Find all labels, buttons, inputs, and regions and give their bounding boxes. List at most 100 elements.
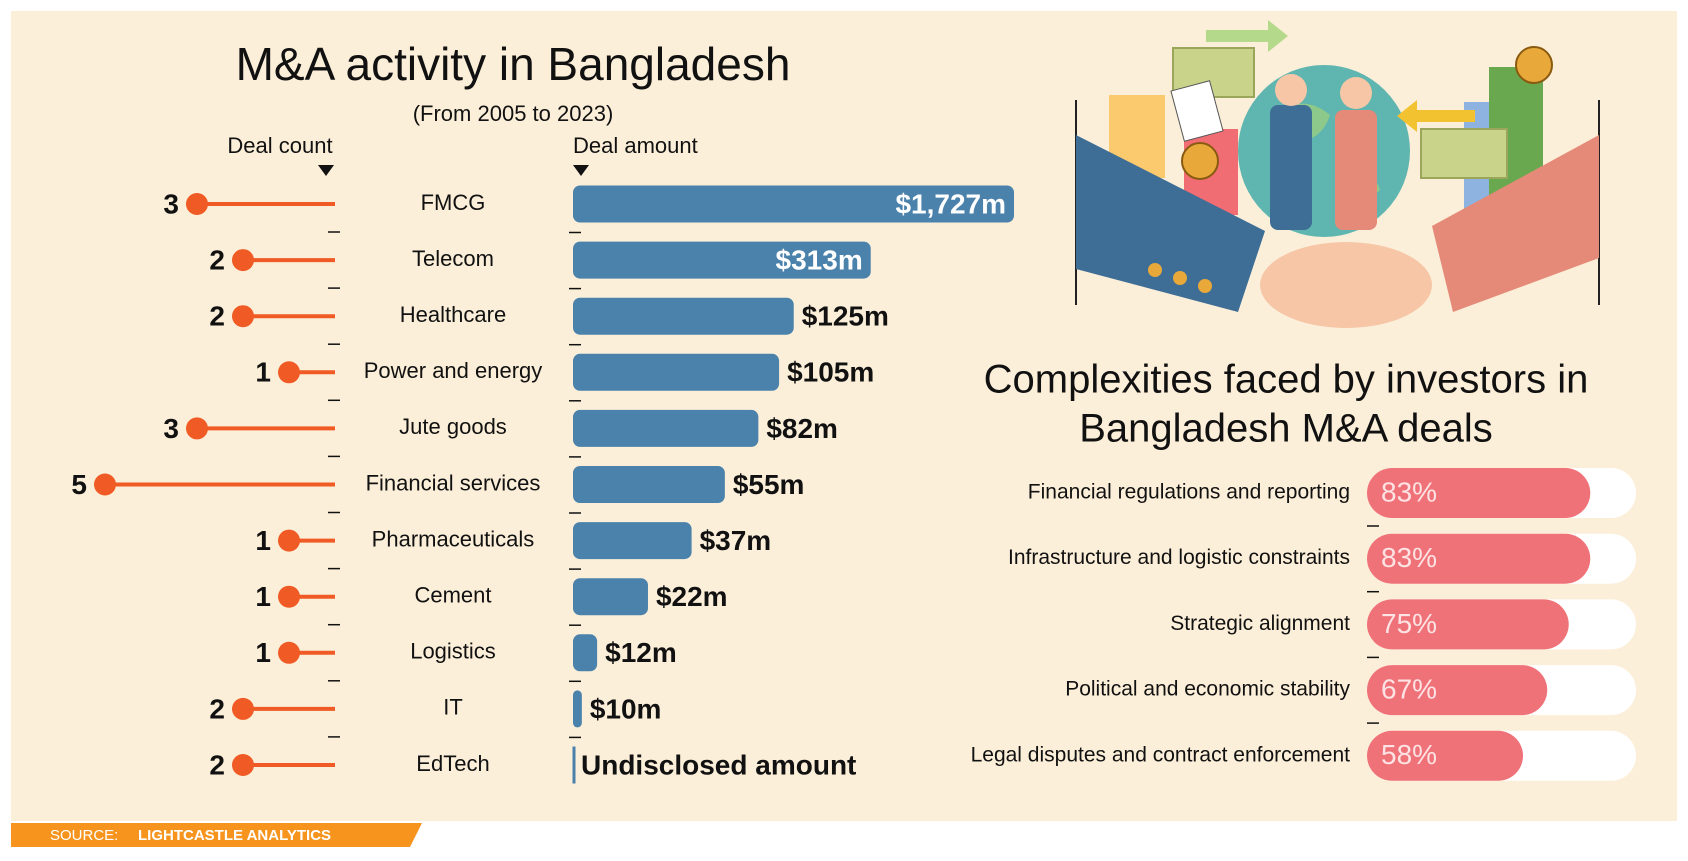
count-label: 2 [209, 244, 225, 275]
deal-count-header: Deal count [227, 133, 332, 158]
dot [278, 529, 300, 552]
category-label: IT [443, 695, 463, 720]
person [1335, 110, 1377, 230]
dot [232, 697, 254, 720]
dot [232, 305, 254, 328]
bar [573, 634, 598, 672]
category-label: Infrastructure and logistic constraints [1008, 546, 1350, 569]
count-label: 1 [255, 581, 271, 612]
bar [573, 578, 648, 616]
value-label: $37m [700, 525, 772, 556]
source-name: LIGHTCASTLE ANALYTICS [138, 827, 331, 844]
value-label: $82m [766, 413, 838, 444]
value-label: $125m [802, 301, 889, 332]
value-label: 83% [1381, 542, 1437, 573]
arrow [1206, 20, 1288, 52]
sleeve [1432, 135, 1599, 312]
dot [278, 361, 300, 384]
document [1170, 80, 1224, 142]
handshake [1260, 242, 1432, 328]
value-label: 75% [1381, 608, 1437, 639]
bar [573, 353, 780, 391]
bar [1367, 533, 1591, 584]
category-label: Telecom [412, 246, 494, 271]
complexities-title: Complexities faced by investors in [984, 358, 1589, 402]
category-label: Political and economic stability [1065, 678, 1350, 701]
dot [278, 641, 300, 664]
value-label: $1,727m [895, 188, 1006, 219]
main-title: M&A activity in Bangladesh [236, 38, 791, 90]
category-label: Strategic alignment [1170, 612, 1350, 635]
count-label: 1 [255, 357, 271, 388]
person [1270, 105, 1312, 230]
header-arrow [318, 165, 334, 176]
bar [1367, 730, 1524, 781]
source-label: SOURCE: [50, 827, 118, 844]
count-label: 2 [209, 301, 225, 332]
dot [186, 193, 208, 215]
illustration [1075, 20, 1600, 328]
category-label: Financial regulations and reporting [1028, 481, 1350, 504]
category-label: Jute goods [399, 414, 507, 439]
dot [278, 585, 300, 608]
value-label: $105m [787, 357, 874, 388]
bar [573, 297, 794, 335]
person-head [1275, 74, 1307, 106]
complexities-title: Bangladesh M&A deals [1079, 407, 1493, 451]
source-banner [11, 823, 422, 847]
category-label: Healthcare [400, 302, 506, 327]
bar [1367, 665, 1548, 716]
value-label: $55m [733, 469, 805, 500]
count-label: 3 [163, 188, 179, 219]
coin [1181, 142, 1219, 180]
value-label: $22m [656, 581, 728, 612]
subtitle: (From 2005 to 2023) [413, 101, 614, 126]
value-label: 58% [1381, 739, 1437, 770]
count-label: 1 [255, 525, 271, 556]
bar [573, 466, 725, 503]
bar [573, 185, 1014, 223]
value-label: $313m [776, 244, 863, 275]
bar [573, 409, 759, 447]
deal-amount-header: Deal amount [573, 133, 698, 158]
bar [573, 522, 692, 560]
category-label: Financial services [366, 470, 541, 495]
arrow [1397, 100, 1475, 132]
dot [232, 249, 254, 272]
bar [1367, 468, 1591, 518]
cufflink [1173, 271, 1187, 285]
value-label: Undisclosed amount [581, 749, 856, 780]
person-head [1340, 77, 1372, 109]
sleeve [1076, 135, 1265, 312]
header-arrow [573, 165, 589, 176]
globe [1238, 65, 1410, 237]
count-label: 1 [255, 637, 271, 668]
bar [573, 241, 871, 279]
money [1420, 128, 1508, 179]
cufflink [1148, 263, 1162, 277]
money [1172, 47, 1255, 98]
category-label: Cement [414, 583, 491, 608]
dot [94, 473, 116, 496]
count-label: 3 [163, 413, 179, 444]
category-label: EdTech [416, 751, 489, 776]
value-label: 83% [1381, 476, 1437, 507]
bar [573, 690, 582, 728]
category-label: Power and energy [364, 358, 543, 383]
value-label: 67% [1381, 673, 1437, 704]
count-label: 2 [209, 749, 225, 780]
category-label: Pharmaceuticals [372, 526, 535, 551]
category-label: Legal disputes and contract enforcement [971, 743, 1351, 766]
count-label: 5 [71, 469, 87, 500]
category-label: FMCG [421, 190, 486, 215]
cufflink [1198, 279, 1212, 293]
bar [1367, 599, 1569, 650]
dot [186, 417, 208, 440]
value-label: $10m [590, 693, 662, 724]
coin [1515, 46, 1553, 84]
category-label: Logistics [410, 639, 496, 664]
dot [232, 754, 254, 776]
count-label: 2 [209, 693, 225, 724]
